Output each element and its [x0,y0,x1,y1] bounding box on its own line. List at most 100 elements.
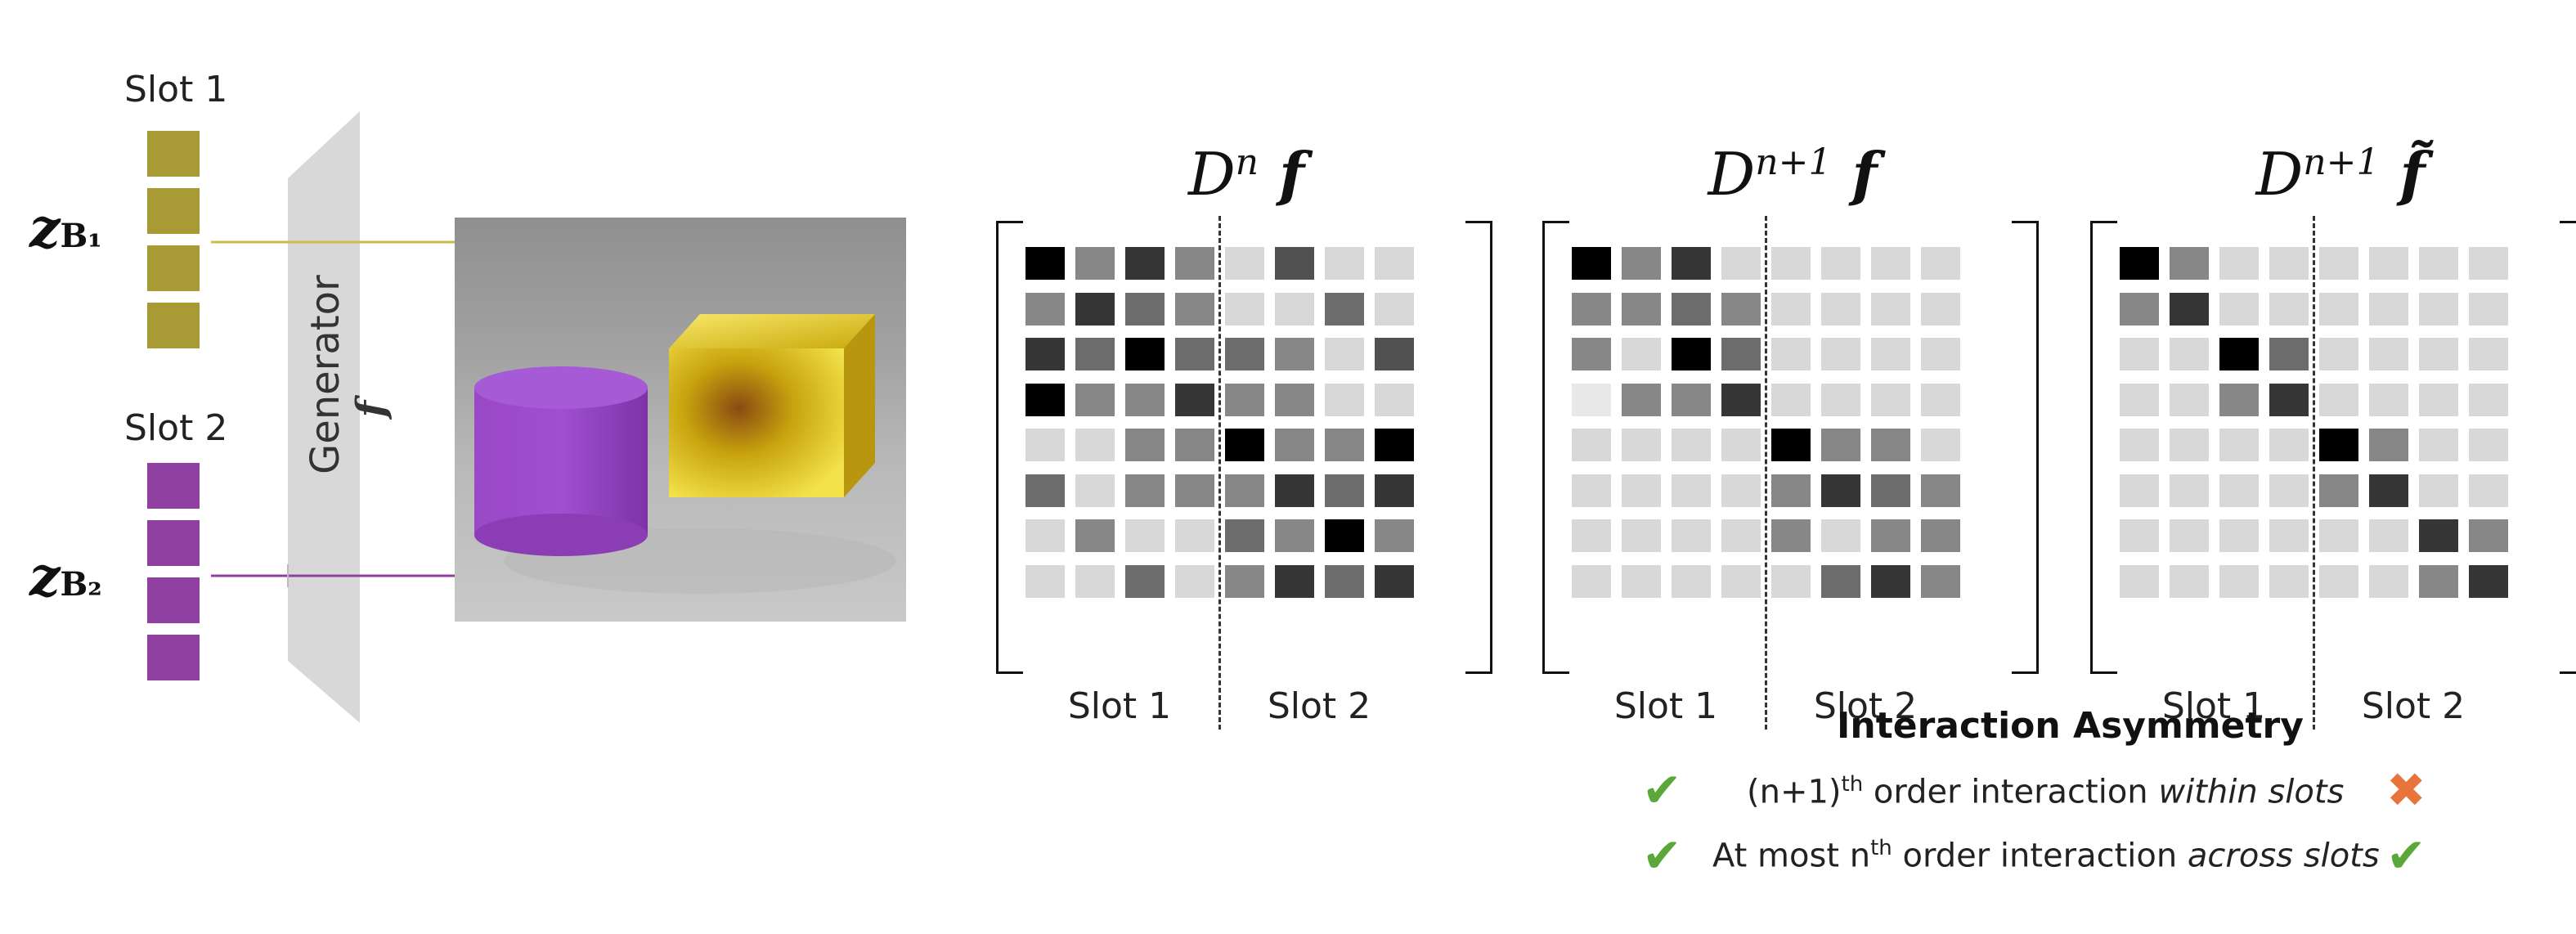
matrix-cell [1375,564,1414,598]
slot-divider [2313,216,2315,730]
matrix-cell [1771,564,1811,598]
matrix-cell [1325,474,1364,507]
matrix-cell [1771,338,1811,370]
matrix-cell [1622,247,1661,280]
matrix-cell [2319,292,2358,326]
matrix-cell [1225,338,1264,370]
matrix-cell [1325,292,1364,326]
matrix-cell [2419,474,2458,507]
matrix-cell [1125,292,1165,326]
matrix-cell [1572,338,1611,370]
matrix-slot2-label: Slot 2 [1813,685,1918,727]
matrix-cell [2419,338,2458,370]
matrix-cell [2269,247,2309,280]
z-b1-label: zB₁ [29,196,102,260]
matrix-cell [2369,247,2408,280]
matrix-cell [1821,292,1860,326]
matrix-title-exponent: n [1235,141,1259,183]
matrix-cell [2170,429,2209,461]
matrix-cell [1125,429,1165,461]
matrix-cell [1375,338,1414,370]
matrix-cell [2219,519,2259,552]
matrix-cell [2269,338,2309,370]
matrix-slot1-label: Slot 1 [1067,685,1172,727]
matrix-cell [1275,519,1314,552]
matrix-cell [2369,383,2408,416]
purple-cylinder-top [474,366,648,409]
matrix-cell [1225,474,1264,507]
matrix-cell [2369,519,2408,552]
matrix-cell [1125,474,1165,507]
matrix-cell [1325,564,1364,598]
matrix-cell [2369,292,2408,326]
matrix-cell [1921,519,1960,552]
matrix-cell [2170,474,2209,507]
matrix-cell [2219,292,2259,326]
matrix-cell [1921,474,1960,507]
matrix-cell [1921,564,1960,598]
matrix-cell [1125,519,1165,552]
matrix-cell [1175,292,1214,326]
matrix-cell [1871,338,1910,370]
matrix-cell [1025,383,1065,416]
matrix-cell [2469,429,2508,461]
matrix-left-bracket [2090,221,2117,674]
matrix-cell [1225,292,1264,326]
slot2-block-3 [147,577,200,623]
generator-label: Generator f [303,275,394,474]
matrix-cell [2170,383,2209,416]
matrix-cell [1375,474,1414,507]
matrix-cell [1325,383,1364,416]
matrix-cell [1572,474,1611,507]
matrix-cell [1325,247,1364,280]
matrix-cell [2469,247,2508,280]
matrix-cell [1375,519,1414,552]
check-icon: ✔ [2386,828,2426,883]
matrix-cell [2120,519,2159,552]
matrix-cell [1821,383,1860,416]
matrix-slot2-label: Slot 2 [2361,685,2466,727]
matrix-title-base: D [1187,140,1236,209]
matrix-cell [1025,338,1065,370]
matrix-cell [1821,429,1860,461]
matrix-cell [2319,338,2358,370]
matrix-cell [1275,292,1314,326]
matrix-cell [1225,383,1264,416]
matrix-cell [2469,519,2508,552]
matrix-cell [2319,383,2358,416]
matrix-cell [1771,519,1811,552]
matrix-cell [1921,292,1960,326]
legend-title: Interaction Asymmetry [1837,705,2304,747]
legend-row-within: (n+1)th order interaction within slots [1747,772,2345,811]
matrix-cell [2469,474,2508,507]
matrix-title-base: D [1708,140,1756,209]
matrix-cell [1325,338,1364,370]
slot1-block-1 [147,131,200,177]
scene-objects [474,314,896,594]
matrix-title: Dn+1 f [1575,139,2010,209]
matrix-cell [1871,564,1910,598]
matrix-cell [2319,429,2358,461]
gold-cube-side [844,314,875,497]
matrix-title-exponent: n+1 [2303,141,2380,183]
matrix-cell [2120,338,2159,370]
matrix-cell [2219,429,2259,461]
matrix-left-bracket [1542,221,1569,674]
matrix-title-function: f̃ [2379,139,2426,209]
matrix-cell [1921,429,1960,461]
matrix-cell [1075,247,1115,280]
check-icon: ✔ [1642,762,1682,818]
matrix-cell [1075,383,1115,416]
matrix-cell [1672,247,1711,280]
matrix-cell [1125,247,1165,280]
matrix-cell [2269,292,2309,326]
matrix-cell [2269,383,2309,416]
matrix-cell [1721,247,1761,280]
matrix-cell [2469,338,2508,370]
matrix-cell [2419,292,2458,326]
check-icon: ✔ [1642,828,1682,883]
matrix-cell [1572,292,1611,326]
matrix-cell [1225,564,1264,598]
matrix-cell [1721,474,1761,507]
matrix-cell [1672,429,1711,461]
